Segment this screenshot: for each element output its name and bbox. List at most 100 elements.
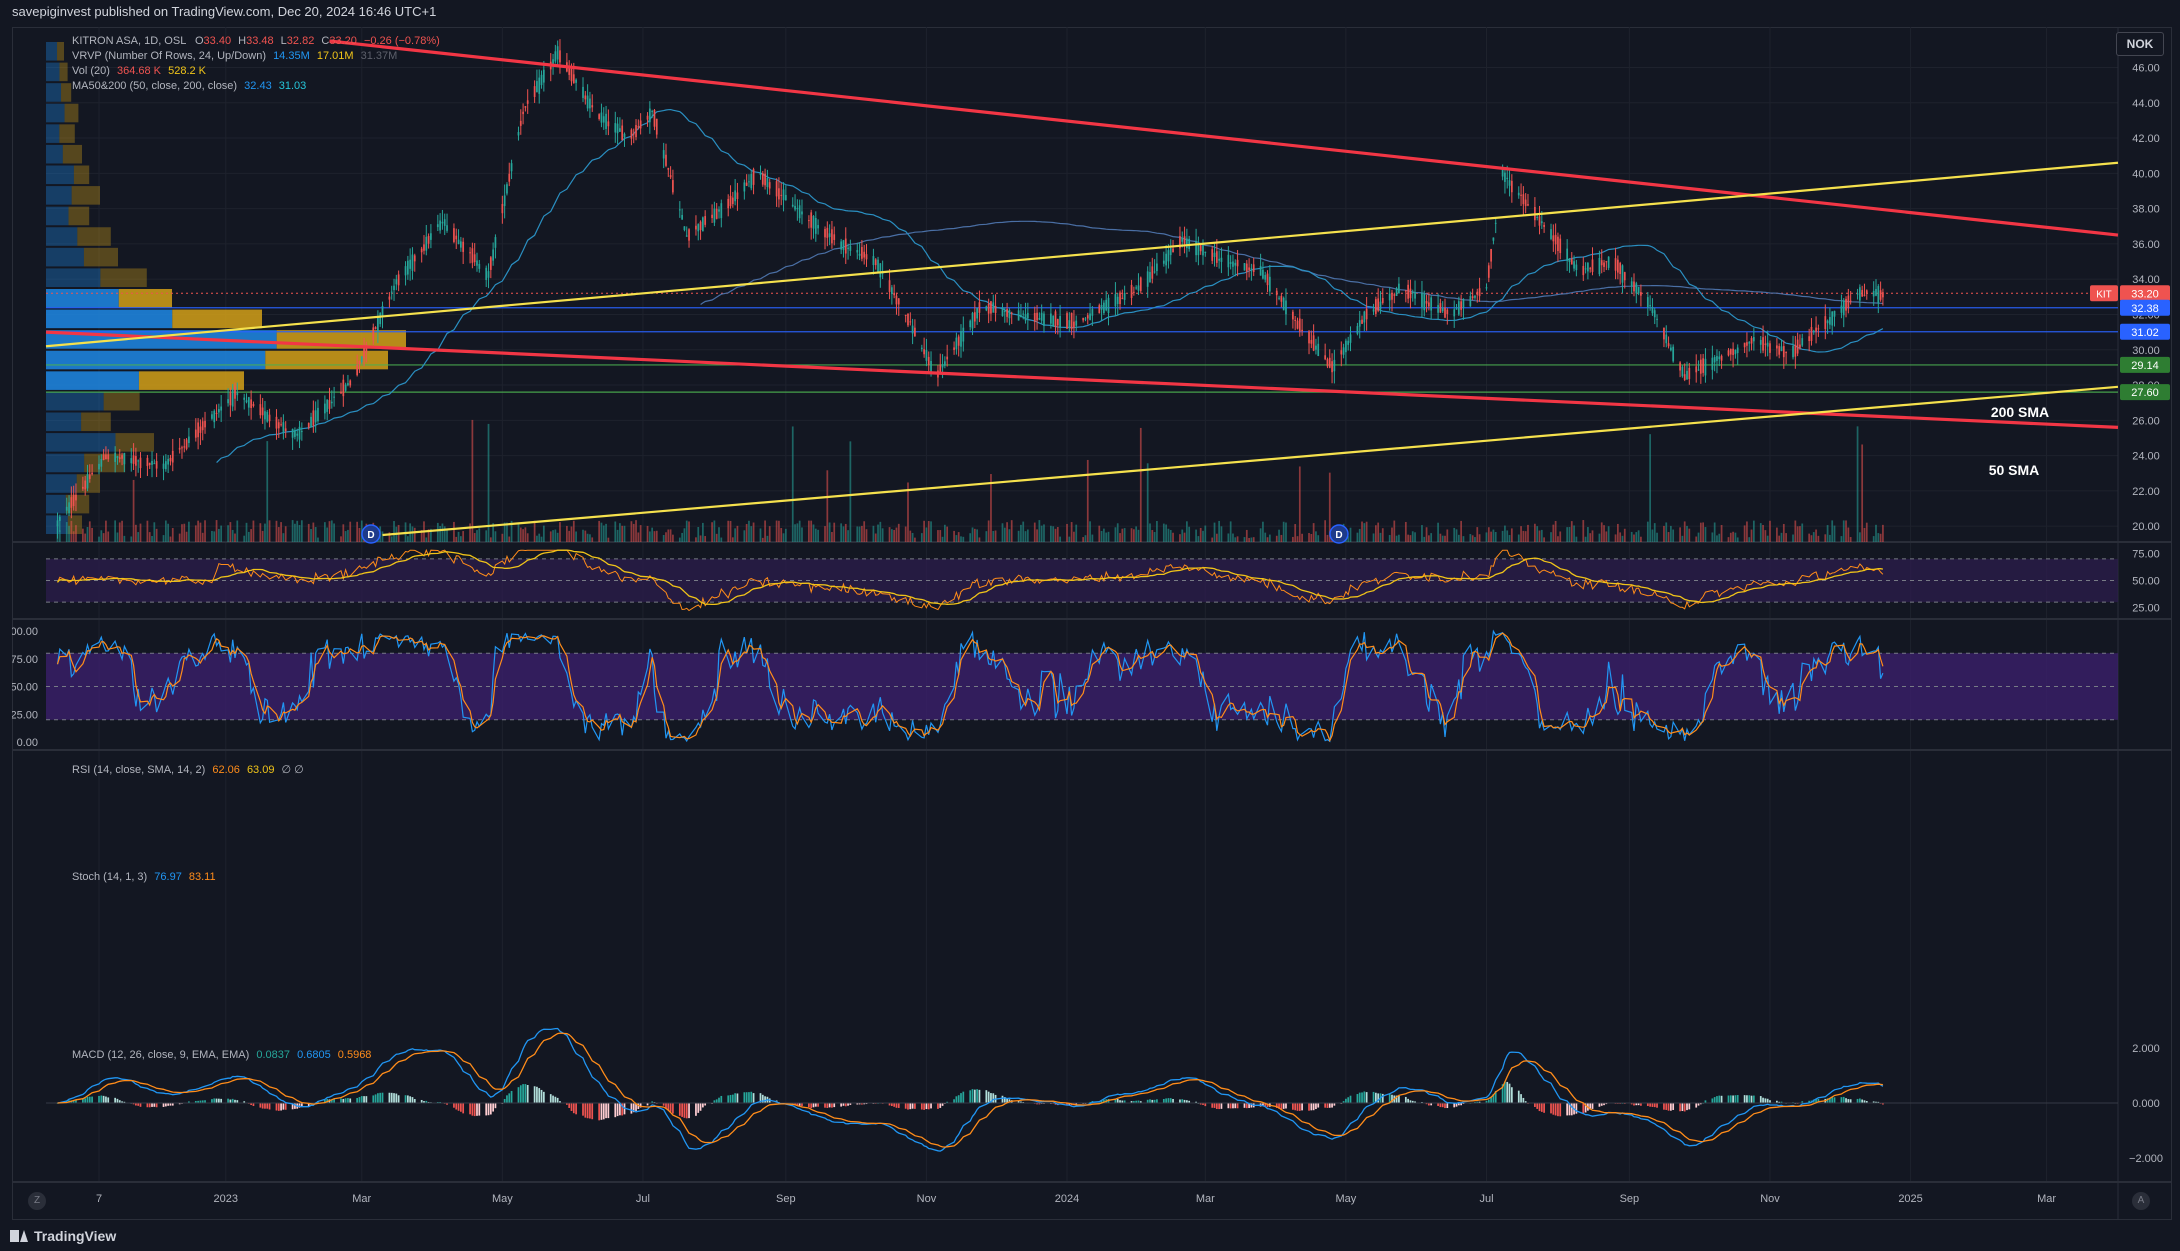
candle-body [1444, 307, 1446, 318]
macd-histogram-bar [1395, 1095, 1398, 1103]
macd-label[interactable]: MACD (12, 26, close, 9, EMA, EMA) [72, 1049, 250, 1061]
volume-bar [1845, 520, 1847, 542]
macd-histogram-bar [1130, 1101, 1133, 1103]
volume-bar [632, 523, 635, 542]
volume-bar [430, 528, 432, 542]
time-tick-label: Jul [636, 1193, 650, 1205]
candle-body [897, 298, 900, 305]
volume-bar [1123, 528, 1126, 542]
volume-bar [1430, 533, 1433, 542]
tradingview-brand: TradingView [34, 1228, 117, 1244]
macd-histogram-bar [925, 1103, 928, 1110]
macd-histogram-bar [1460, 1103, 1463, 1106]
low-label: L [280, 35, 287, 47]
macd-tick-label: −2.000 [2129, 1153, 2163, 1165]
candle-body [844, 238, 847, 254]
volume-bar [759, 528, 762, 542]
candle-body [201, 421, 204, 431]
stoch-label[interactable]: Stoch (14, 1, 3) [72, 871, 148, 883]
candle-body [1492, 237, 1495, 241]
macd-histogram-bar [82, 1098, 84, 1103]
macd-histogram-bar [1441, 1103, 1444, 1108]
volume-bar [582, 529, 584, 542]
macd-histogram-bar [340, 1098, 342, 1103]
candle-body [810, 212, 813, 228]
currency-button[interactable]: NOK [2116, 32, 2164, 56]
volume-bar [748, 520, 750, 542]
rsi-label[interactable]: RSI (14, close, SMA, 14, 2) [72, 764, 206, 776]
volume-bar [1796, 526, 1799, 542]
candle-body [570, 68, 573, 82]
candle-body [473, 254, 476, 263]
macd-histogram-bar [750, 1091, 753, 1103]
volume-bar [1056, 526, 1059, 542]
volume-bar [1863, 527, 1866, 542]
macd-histogram-bar [1766, 1098, 1769, 1103]
volume-bar [1776, 527, 1778, 542]
auto-scale-button[interactable]: A [2132, 1192, 2150, 1210]
volume-bar [727, 520, 730, 542]
candle-body [614, 123, 617, 133]
tradingview-logo[interactable]: TradingView [10, 1224, 116, 1248]
macd-histogram-bar [697, 1103, 700, 1113]
volume-bar [1732, 531, 1734, 542]
volume-bar [1188, 526, 1191, 542]
candle-body [1603, 262, 1605, 267]
volume-bar [443, 526, 446, 542]
candle-body [632, 133, 635, 135]
volume-bar [775, 520, 778, 542]
candle-body [718, 209, 720, 212]
zoom-button[interactable]: Z [28, 1192, 46, 1210]
vrvp-label[interactable]: VRVP (Number Of Rows, 24, Up/Down) [72, 50, 266, 62]
volume-bar [616, 529, 619, 542]
volume-bar [1591, 530, 1594, 542]
candle-body [1068, 320, 1071, 328]
volume-bar [1146, 463, 1149, 542]
ma-label[interactable]: MA50&200 (50, close, 200, close) [72, 80, 238, 92]
macd-histogram-bar [909, 1103, 912, 1110]
candle-body [600, 112, 603, 123]
open-label: O [194, 35, 204, 47]
candle-body [1718, 356, 1721, 360]
candle-body [1575, 264, 1578, 271]
volume-bar [1165, 524, 1167, 542]
macd-histogram-bar [234, 1099, 236, 1103]
volume-bar [1764, 530, 1767, 542]
price-chart[interactable]: 46.0044.0042.0040.0038.0036.0034.0032.00… [12, 27, 2172, 1220]
axes: 46.0044.0042.0040.0038.0036.0034.0032.00… [12, 62, 2163, 1205]
volume-bar [1702, 522, 1705, 542]
macd-histogram-bar [524, 1084, 527, 1103]
price-tick-label: 20.00 [2132, 521, 2160, 533]
volume-bar [542, 525, 545, 542]
macd-histogram-bar [1008, 1099, 1011, 1103]
profile-row-up [46, 268, 101, 287]
candle-body [148, 462, 151, 466]
volume-bars [56, 419, 1884, 542]
macd-histogram-bar [1328, 1103, 1331, 1108]
volume-bar [695, 537, 697, 542]
candle-body [602, 116, 605, 123]
volume-bar [178, 533, 181, 542]
symbol-title[interactable]: KITRON ASA, 1D, OSL [72, 35, 186, 47]
candle-body [1704, 358, 1707, 376]
candle-body [1623, 272, 1626, 281]
trendlines[interactable] [45, 39, 2119, 537]
volume-bar [1799, 526, 1801, 542]
candle-body [969, 320, 972, 328]
volume-bar [591, 537, 594, 542]
volume-label[interactable]: Vol (20) [72, 65, 110, 77]
volume-bar [549, 531, 552, 542]
macd-histogram-bar [842, 1103, 845, 1106]
macd-histogram-bar [1381, 1093, 1384, 1103]
candle-body [1358, 320, 1361, 327]
macd-histogram-bar [1186, 1100, 1188, 1103]
macd-histogram-bar [471, 1103, 474, 1116]
volume-bar [1817, 535, 1820, 542]
volume-bar [1559, 531, 1562, 542]
macd-histogram-bar [1633, 1103, 1635, 1106]
candle-body [379, 312, 382, 325]
macd-histogram-bar [102, 1095, 105, 1103]
macd-histogram-bar [84, 1098, 87, 1103]
volume-bar [98, 536, 100, 542]
candle-body [510, 163, 513, 172]
